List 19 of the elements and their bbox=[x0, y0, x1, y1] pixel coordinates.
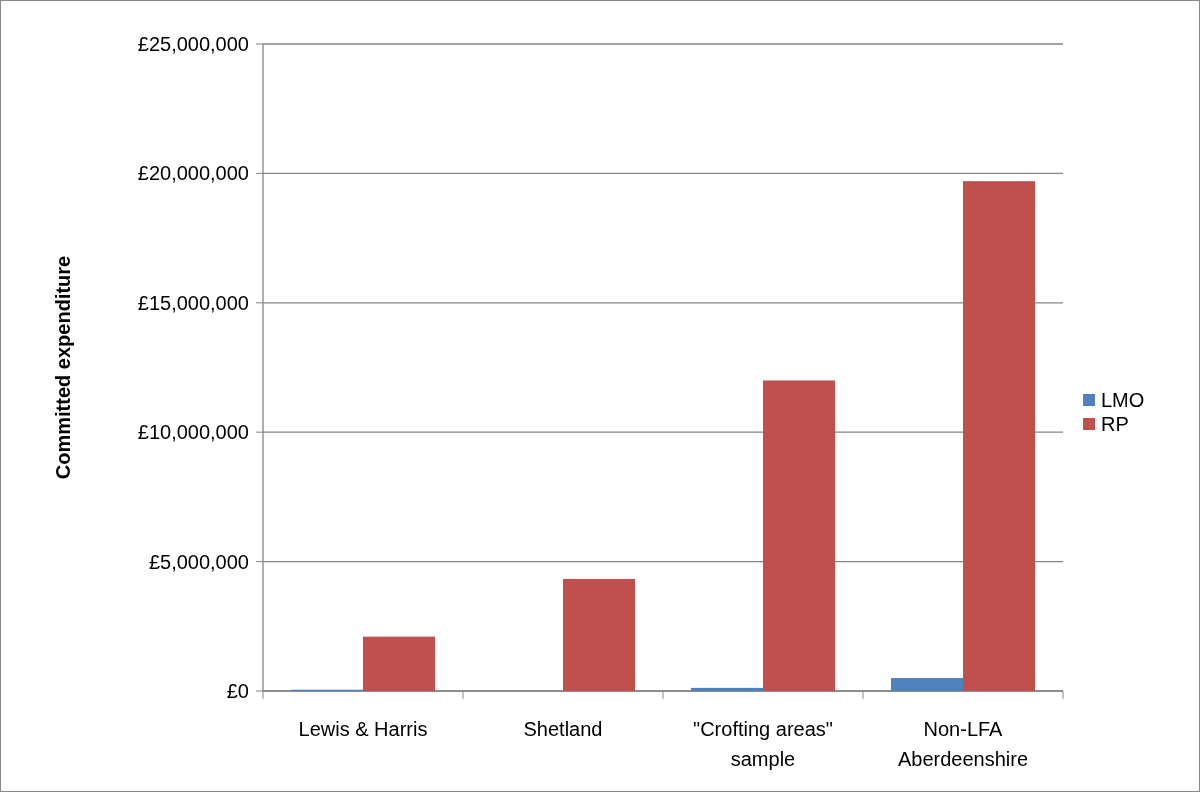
y-tick-label: £20,000,000 bbox=[137, 162, 249, 185]
y-tick-label: £0 bbox=[226, 680, 249, 702]
y-tick-label: £15,000,000 bbox=[137, 291, 249, 314]
bar bbox=[691, 687, 763, 691]
bar bbox=[363, 636, 435, 691]
y-axis-title: Committed expenditure bbox=[52, 255, 74, 480]
x-tick-label: Non-LFA Aberdeenshire bbox=[897, 718, 1029, 770]
y-tick-label: £25,000,000 bbox=[137, 33, 249, 55]
x-tick-label: Lewis & Harris bbox=[298, 718, 428, 740]
legend-label: LMO bbox=[1101, 389, 1145, 411]
bar bbox=[963, 181, 1035, 691]
bar bbox=[891, 678, 963, 691]
legend-label: RP bbox=[1101, 413, 1129, 435]
y-tick-label: £10,000,000 bbox=[137, 421, 249, 444]
bar bbox=[763, 380, 835, 691]
x-tick-label: Shetland bbox=[523, 718, 603, 740]
x-tick-label: "Crofting areas" sample bbox=[693, 718, 833, 770]
y-tick-label: £5,000,000 bbox=[148, 550, 249, 573]
bar bbox=[563, 578, 635, 691]
